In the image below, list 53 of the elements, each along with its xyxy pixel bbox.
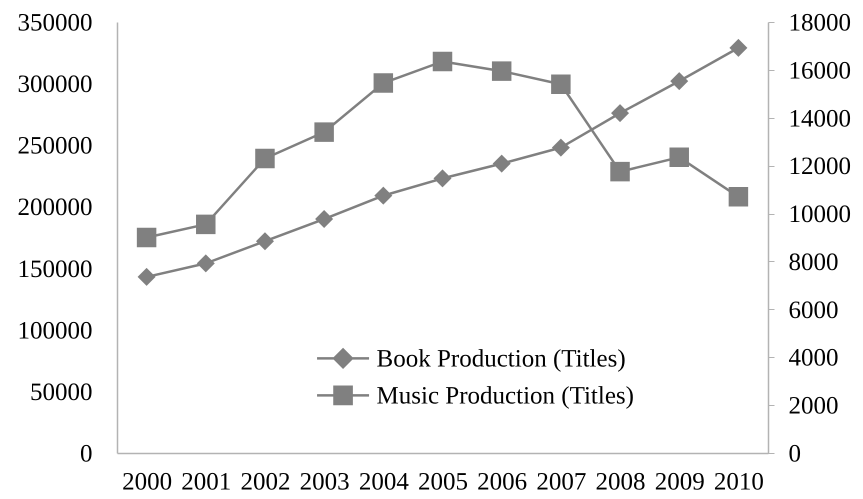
point (670, 72, 688, 90)
y2-tick-label: 18000 (788, 10, 851, 36)
y2-tick-label: 8000 (788, 248, 838, 276)
point (551, 74, 571, 94)
x-tick-label: 2008 (596, 468, 646, 496)
x-tick-label: 2006 (477, 468, 528, 496)
point (669, 148, 689, 168)
point (611, 104, 630, 122)
point (432, 52, 452, 72)
point (374, 73, 394, 93)
point (138, 268, 156, 286)
y2-tick-label: 14000 (788, 105, 851, 132)
point (256, 232, 274, 250)
y-tick-label: 0 (80, 440, 92, 468)
y-tick-label: 250000 (18, 132, 92, 160)
y2-tick-label: 4000 (788, 344, 838, 372)
x-tick-label: 2001 (181, 468, 232, 496)
x-tick-label: 2010 (714, 468, 764, 496)
point (374, 186, 392, 205)
point (255, 148, 275, 168)
y2-tick-label: 10000 (788, 201, 851, 228)
y-tick-label: 300000 (18, 71, 92, 98)
point (314, 122, 334, 142)
y2-tick-label: 2000 (788, 392, 838, 420)
point (552, 138, 570, 157)
y-tick-label: 150000 (18, 256, 92, 283)
point (728, 187, 748, 207)
point (434, 169, 452, 188)
x-tick-label: 2003 (300, 468, 350, 496)
y2-tick-label: 16000 (788, 57, 851, 84)
point (196, 254, 215, 272)
y-tick-label: 50000 (30, 378, 92, 406)
y-tick-label: 350000 (18, 10, 92, 36)
point (492, 61, 512, 81)
x-tick-label: 2000 (122, 468, 172, 496)
point (196, 214, 216, 234)
legend-label: Book Production (Titles) (376, 345, 626, 372)
point (315, 210, 334, 228)
x-tick-label: 2002 (240, 468, 290, 496)
point (729, 38, 748, 57)
x-tick-label: 2009 (654, 468, 705, 496)
x-tick-label: 2007 (536, 468, 586, 496)
y2-tick-label: 0 (788, 440, 801, 468)
legend-label: Music Production (Titles) (376, 382, 634, 410)
y-tick-label: 100000 (18, 317, 92, 344)
y2-tick-label: 6000 (788, 296, 838, 324)
x-tick-label: 2005 (418, 468, 468, 496)
point (136, 228, 156, 248)
y-tick-label: 200000 (18, 194, 92, 222)
point (610, 162, 630, 182)
y2-tick-label: 12000 (788, 153, 851, 180)
x-tick-label: 2004 (358, 468, 410, 496)
point (492, 154, 511, 173)
